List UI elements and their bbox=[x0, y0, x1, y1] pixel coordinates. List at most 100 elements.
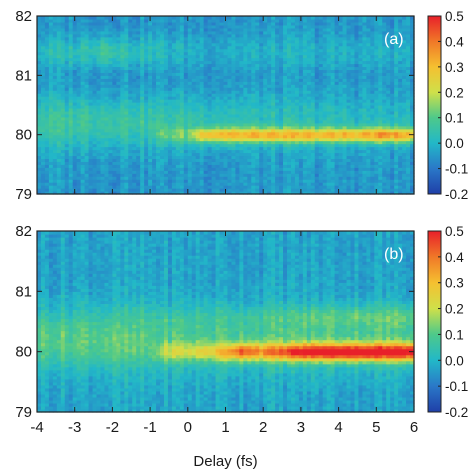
heatmap-cell bbox=[259, 173, 264, 177]
heatmap-cell bbox=[275, 93, 280, 97]
heatmap-cell bbox=[310, 84, 316, 88]
heatmap-cell bbox=[104, 99, 110, 103]
heatmap-cell bbox=[183, 21, 189, 26]
heatmap-cell bbox=[239, 128, 244, 133]
heatmap-cell bbox=[140, 191, 145, 195]
heatmap-cell bbox=[136, 113, 141, 118]
heatmap-cell bbox=[247, 107, 252, 112]
heatmap-cell bbox=[48, 155, 54, 159]
heatmap-cell bbox=[283, 113, 288, 118]
heatmap-cell bbox=[223, 140, 229, 145]
heatmap-cell bbox=[302, 87, 308, 91]
heatmap-cell bbox=[96, 48, 102, 53]
heatmap-cell bbox=[215, 48, 221, 53]
heatmap-cell bbox=[136, 90, 141, 94]
heatmap-cell bbox=[354, 105, 360, 109]
heatmap-cell bbox=[148, 167, 153, 171]
heatmap-cell bbox=[156, 143, 161, 148]
heatmap-cell bbox=[271, 116, 276, 121]
heatmap-cell bbox=[144, 90, 149, 94]
heatmap-cell bbox=[195, 96, 201, 100]
heatmap-cell bbox=[128, 161, 133, 165]
heatmap-cell bbox=[152, 158, 157, 162]
heatmap-cell bbox=[40, 42, 46, 47]
heatmap-cell bbox=[64, 122, 70, 127]
heatmap-cell bbox=[112, 149, 117, 154]
heatmap-cell bbox=[251, 39, 256, 44]
heatmap-cell bbox=[100, 24, 106, 29]
heatmap-cell bbox=[44, 158, 50, 162]
heatmap-cell bbox=[72, 116, 78, 121]
heatmap-cell bbox=[195, 164, 201, 168]
heatmap-cell bbox=[342, 110, 348, 115]
heatmap-cell bbox=[283, 87, 288, 91]
heatmap-cell bbox=[259, 185, 264, 189]
heatmap-cell bbox=[84, 131, 90, 136]
heatmap-cell bbox=[235, 176, 240, 180]
heatmap-cell bbox=[167, 185, 173, 189]
heatmap-cell bbox=[37, 140, 42, 145]
heatmap-cell bbox=[358, 134, 364, 139]
heatmap-cell bbox=[290, 45, 296, 50]
heatmap-cell bbox=[294, 33, 300, 38]
heatmap-cells bbox=[37, 16, 415, 195]
heatmap-cell bbox=[231, 125, 237, 130]
heatmap-cell bbox=[112, 75, 117, 79]
heatmap-cell bbox=[290, 33, 296, 38]
heatmap-cell bbox=[56, 185, 62, 189]
heatmap-cell bbox=[84, 173, 90, 177]
heatmap-cell bbox=[140, 90, 145, 94]
heatmap-cell bbox=[358, 102, 364, 106]
heatmap-cell bbox=[298, 107, 304, 112]
heatmap-cell bbox=[144, 21, 149, 26]
heatmap-cell bbox=[362, 48, 367, 53]
heatmap-cell bbox=[136, 45, 141, 50]
heatmap-cell bbox=[37, 24, 42, 29]
heatmap-cell bbox=[322, 30, 328, 35]
heatmap-cell bbox=[287, 128, 292, 133]
heatmap-cell bbox=[330, 66, 336, 70]
heatmap-cell bbox=[84, 140, 90, 145]
heatmap-cell bbox=[290, 125, 296, 130]
heatmap-cell bbox=[116, 18, 121, 23]
heatmap-cell bbox=[211, 188, 217, 192]
heatmap-cell bbox=[175, 107, 181, 112]
heatmap-cell bbox=[294, 87, 300, 91]
heatmap-cell bbox=[156, 24, 161, 29]
heatmap-cell bbox=[120, 134, 125, 139]
heatmap-cell bbox=[279, 30, 284, 35]
heatmap-cell bbox=[88, 75, 94, 79]
heatmap-cell bbox=[128, 137, 133, 142]
heatmap-cell bbox=[310, 24, 316, 29]
heatmap-cell bbox=[144, 107, 149, 112]
heatmap-cell bbox=[350, 69, 356, 73]
heatmap-cell bbox=[68, 30, 74, 35]
heatmap-cell bbox=[96, 113, 102, 118]
heatmap-cell bbox=[275, 51, 280, 56]
heatmap-cell bbox=[92, 72, 98, 76]
heatmap-cell bbox=[290, 102, 296, 106]
heatmap-cell bbox=[231, 60, 237, 65]
heatmap-cell bbox=[255, 18, 260, 23]
heatmap-cell bbox=[80, 99, 86, 103]
heatmap-cell bbox=[243, 24, 248, 29]
heatmap-cell bbox=[68, 72, 74, 76]
heatmap-cell bbox=[203, 78, 209, 82]
heatmap-cell bbox=[354, 63, 360, 68]
heatmap-cell bbox=[358, 176, 364, 180]
heatmap-cell bbox=[128, 182, 133, 186]
heatmap-cell bbox=[283, 78, 288, 82]
heatmap-cell bbox=[48, 116, 54, 121]
heatmap-cell bbox=[136, 170, 141, 174]
heatmap-cell bbox=[72, 69, 78, 73]
heatmap-cell bbox=[330, 125, 336, 130]
heatmap-cell bbox=[80, 149, 86, 154]
heatmap-cell bbox=[171, 21, 177, 26]
heatmap-cell bbox=[56, 48, 62, 53]
heatmap-cell bbox=[64, 66, 70, 70]
heatmap-cell bbox=[366, 149, 371, 154]
heatmap-cell bbox=[243, 87, 248, 91]
heatmap-cell bbox=[350, 96, 356, 100]
heatmap-cell bbox=[199, 36, 205, 41]
heatmap-cell bbox=[88, 66, 94, 70]
